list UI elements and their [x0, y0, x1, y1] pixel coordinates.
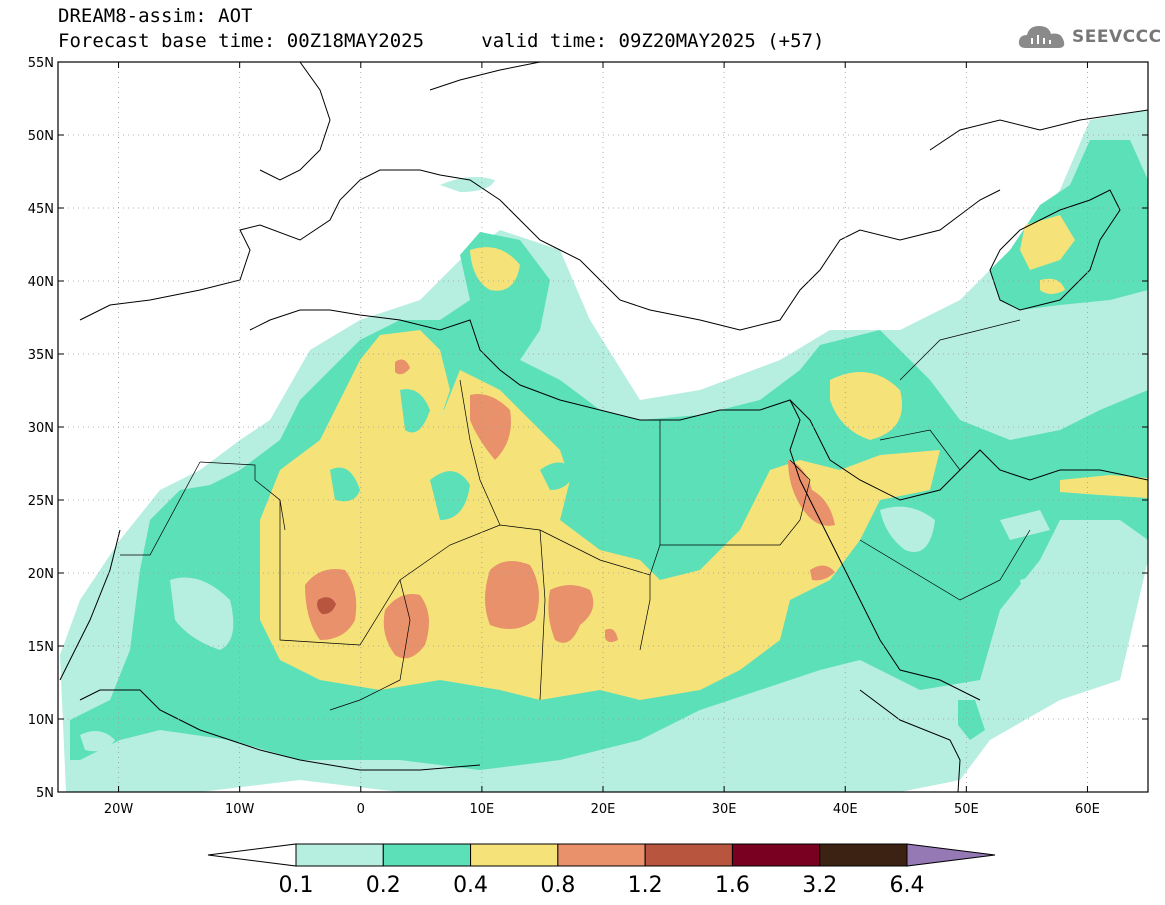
lat-label: 30N	[28, 421, 54, 436]
colorbar	[207, 843, 996, 867]
axis-ticks	[58, 61, 1148, 793]
lat-label: 50N	[28, 129, 54, 144]
lat-label: 5N	[36, 786, 54, 801]
colorbar-label: 0.8	[540, 873, 575, 898]
lat-label: 35N	[28, 348, 54, 363]
lon-label: 10E	[470, 802, 495, 817]
lon-axis: 20W 10W 0 10E 20E 30E 40E 50E 60E	[104, 802, 1100, 817]
lon-label: 10W	[225, 802, 255, 817]
lon-label: 50E	[954, 802, 979, 817]
base-time: Forecast base time: 00Z18MAY2025	[58, 30, 425, 52]
colorbar-label: 0.1	[279, 873, 314, 898]
graticule	[58, 62, 1148, 792]
valid-time: valid time: 09Z20MAY2025 (+57)	[481, 30, 825, 52]
lat-axis: 55N 50N 45N 40N 35N 30N 25N 20N 15N 10N 5N	[28, 56, 54, 801]
colorbar-box	[557, 843, 646, 867]
lat-label: 20N	[28, 567, 54, 582]
colorbar-label: 3.2	[802, 873, 837, 898]
colorbar-box	[295, 843, 384, 867]
colorbar-label: 1.2	[628, 873, 663, 898]
lon-label: 30E	[712, 802, 737, 817]
lat-label: 55N	[28, 56, 54, 71]
lon-label: 20W	[104, 802, 134, 817]
colorbar-labels: 0.1 0.2 0.4 0.8 1.2 1.6 3.2 6.4	[279, 873, 925, 898]
colorbar-label: 1.6	[715, 873, 750, 898]
lon-label: 40E	[833, 802, 858, 817]
lat-label: 40N	[28, 275, 54, 290]
colorbar-box	[470, 843, 559, 867]
colorbar-box	[819, 843, 908, 867]
borders	[120, 319, 1031, 711]
colorbar-label: 0.2	[366, 873, 401, 898]
colorbar-left-arrow	[207, 843, 297, 867]
map-title: DREAM8-assim: AOT	[58, 5, 253, 27]
colorbar-right-arrow	[906, 843, 996, 867]
lat-label: 10N	[28, 713, 54, 728]
seevccc-logo: SEEVCCC	[1018, 22, 1162, 52]
cloud-icon	[1018, 26, 1065, 48]
lon-label: 20E	[591, 802, 616, 817]
lat-label: 15N	[28, 640, 54, 655]
forecast-times: Forecast base time: 00Z18MAY2025 valid t…	[58, 31, 824, 51]
colorbar-box	[731, 843, 821, 867]
colorbar-box	[382, 843, 472, 867]
lon-label: 0	[357, 802, 365, 817]
colorbar-label: 6.4	[890, 873, 925, 898]
colorbar-box	[644, 843, 733, 867]
lon-label: 60E	[1075, 802, 1100, 817]
logo-text: SEEVCCC	[1072, 27, 1162, 47]
colorbar-label: 0.4	[453, 873, 488, 898]
lat-label: 25N	[28, 494, 54, 509]
lat-label: 45N	[28, 202, 54, 217]
